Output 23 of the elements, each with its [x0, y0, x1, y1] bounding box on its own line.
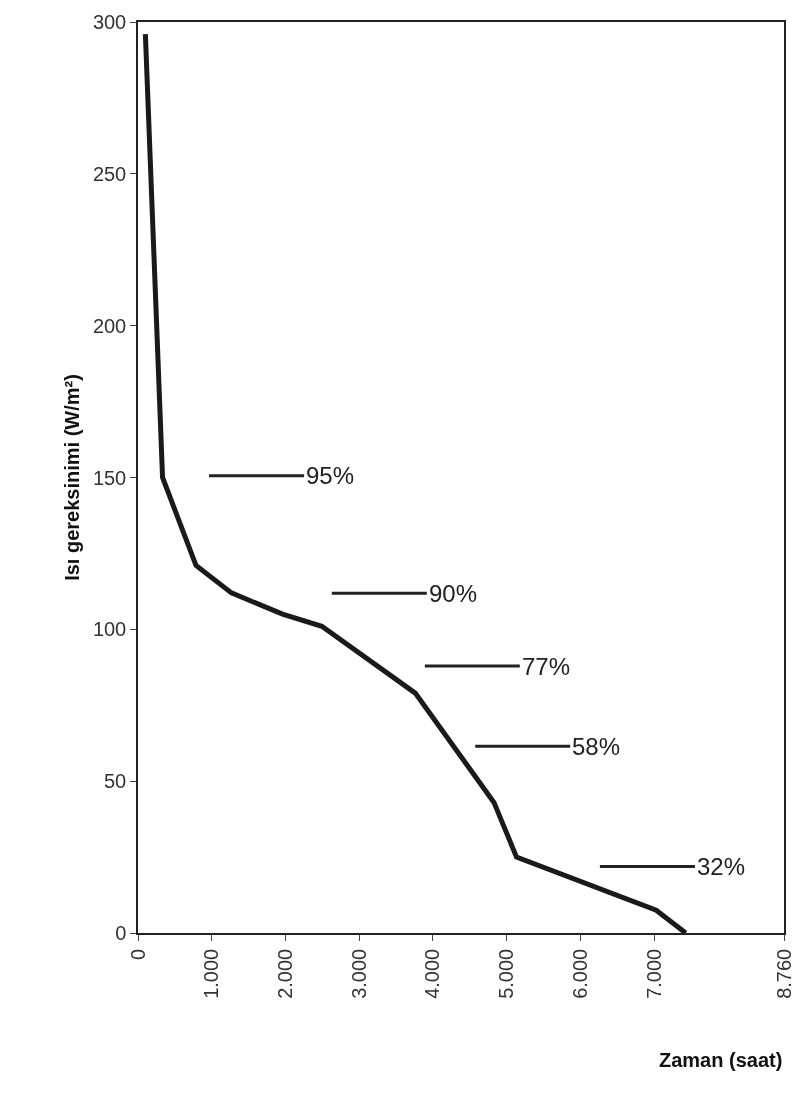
x-tick-label: 8.760 — [772, 948, 795, 999]
x-tick-label: 1.000 — [200, 948, 223, 999]
annotation: 77% — [522, 653, 571, 680]
x-tick-label: 2.000 — [273, 948, 296, 999]
y-tick-label: 200 — [92, 314, 127, 337]
x-tick-label: 3.000 — [347, 948, 370, 999]
y-tick-label: 50 — [104, 770, 127, 793]
y-axis-title: Isı gereksinimi (W/m²) — [60, 374, 83, 581]
annotation: 32% — [697, 853, 746, 880]
x-axis-title: Zaman (saat) — [659, 1049, 783, 1071]
x-tick-label: 4.000 — [421, 948, 444, 999]
annotation: 90% — [429, 580, 478, 607]
x-tick-label: 5.000 — [495, 948, 518, 999]
annotation: 95% — [306, 462, 355, 489]
y-tick-label: 100 — [92, 618, 127, 641]
x-tick-label: 0 — [126, 948, 149, 960]
y-tick-label: 0 — [115, 922, 127, 944]
y-tick-label: 150 — [92, 466, 127, 489]
x-tick-label: 6.000 — [568, 948, 591, 999]
x-tick-label: 7.000 — [642, 948, 665, 999]
y-tick-label: 250 — [92, 162, 127, 185]
annotation: 58% — [572, 733, 621, 760]
y-tick-label: 300 — [92, 11, 127, 33]
